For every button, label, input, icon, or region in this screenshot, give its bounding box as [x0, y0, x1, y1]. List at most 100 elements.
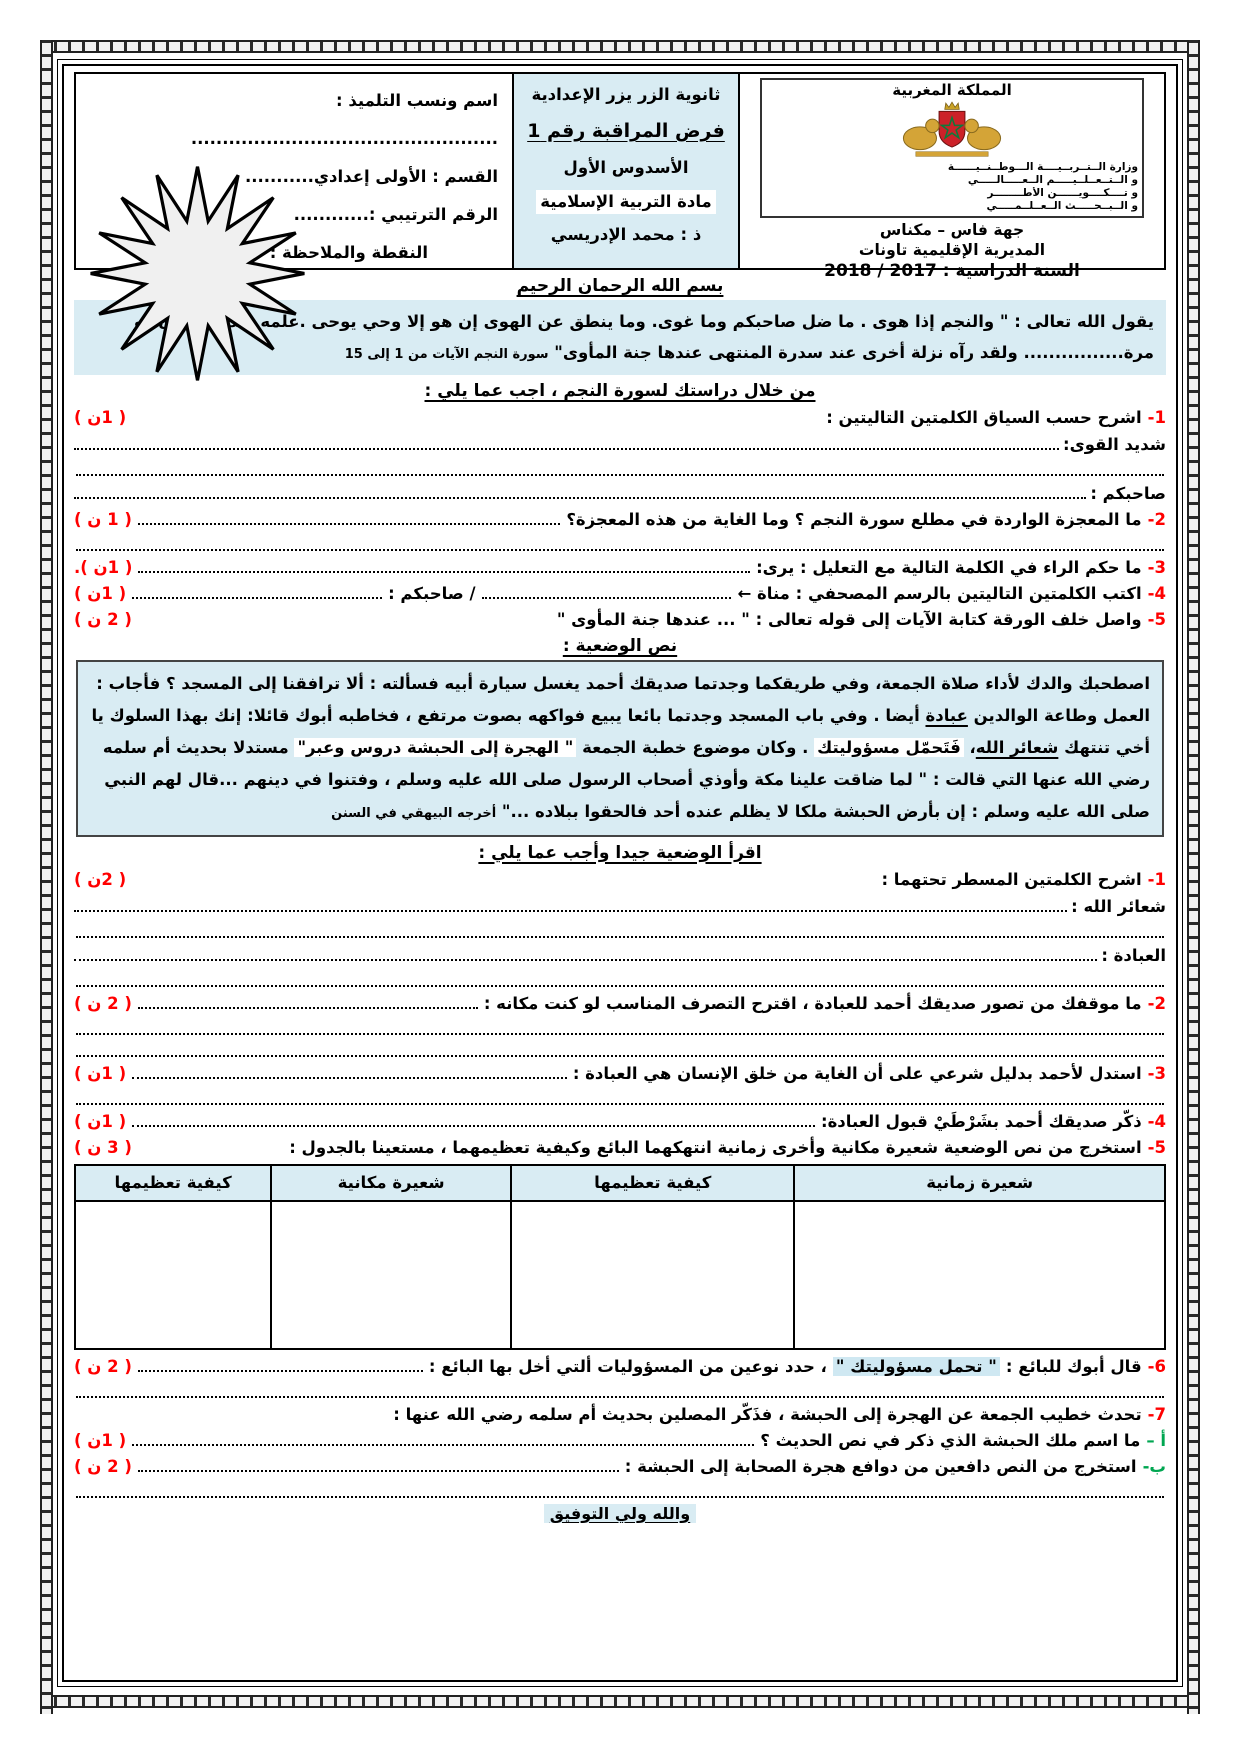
table-answer-cell	[510, 1199, 796, 1350]
ministry-line: وزارة الــتــربــيــــة الـــوطــنــيـــ…	[947, 161, 1138, 173]
answer-line	[137, 1358, 423, 1372]
question-points: ( 1ن )	[74, 1430, 127, 1450]
question-number: 4-	[1147, 1111, 1166, 1131]
header: المملكة المغربية وزارة الــتــربــيــــة…	[74, 72, 1166, 381]
answer-line	[76, 548, 1164, 551]
answer-line	[74, 485, 1087, 499]
word-label: شديد القوى:	[1062, 434, 1166, 454]
frame-chain-right	[1187, 40, 1200, 1714]
frame-chain-top	[40, 40, 1200, 53]
question-row-p2-6: 6- قال أبوك للبائع : " تحمل مسؤوليتك " ،…	[74, 1356, 1166, 1376]
question-text: / صاحبكم :	[388, 583, 476, 603]
question-number: 2-	[1147, 509, 1166, 529]
question-number: 2-	[1147, 993, 1166, 1013]
question-points: ( 1ن )	[74, 1063, 127, 1083]
exam-title: فرض المراقبة رقم 1	[527, 119, 725, 142]
page-content-frame: المملكة المغربية وزارة الــتــربــيــــة…	[57, 59, 1183, 1687]
answer-line	[76, 1054, 1164, 1057]
question-number: 5-	[1147, 609, 1166, 629]
answer-line	[137, 1458, 619, 1472]
question-row-p2-7b: ب- استخرج من النص دافعين من دوافع هجرة ا…	[74, 1457, 1166, 1476]
question-text: ما حكم الراء في الكلمة التالية مع التعلي…	[756, 557, 1142, 577]
question-row-p1-3: 3- ما حكم الراء في الكلمة التالية مع الت…	[74, 558, 1166, 577]
table-header-cell: كيفية تعظيمها	[510, 1163, 796, 1202]
answer-line	[132, 585, 383, 599]
verse-text: يقول الله تعالى : " والنجم إذا هوى . ما …	[133, 312, 1154, 363]
question-number: 3-	[1147, 557, 1166, 577]
question-points: ( 1ن )	[74, 407, 127, 427]
ribbon-icon	[915, 151, 989, 157]
answer-line	[76, 1032, 1164, 1035]
answer-label-row: العبادة :	[74, 946, 1166, 965]
underlined-word: عبادة	[925, 705, 968, 725]
verse-block: يقول الله تعالى : " والنجم إذا هوى . ما …	[74, 300, 1166, 375]
crown-icon	[944, 101, 960, 110]
question-text: استخرج من نص الوضعية شعيرة مكانية وأخرى …	[289, 1137, 1142, 1157]
situation-text-box: اصطحبك والدك لأداء صلاة الجمعة، وفي طريق…	[76, 659, 1164, 837]
school-name: ثانوية الزر يزر الإعدادية	[531, 85, 721, 104]
word-label: صاحبكم :	[1090, 483, 1166, 503]
answer-line	[138, 559, 751, 573]
question-points: ( 3 ن )	[74, 1137, 132, 1157]
ministry-line: و الــبــحـــــث الــعــلــمـــــي	[986, 200, 1138, 213]
answer-line	[76, 984, 1164, 987]
sub-question-letter: أ –	[1146, 1430, 1166, 1450]
answer-line	[76, 1495, 1164, 1498]
kingdom-title: المملكة المغربية	[892, 81, 1012, 99]
question-text: استدل لأحمد بدليل شرعي على أن الغاية من …	[572, 1063, 1142, 1083]
student-cell: اسم ونسب التلميذ : .....................…	[74, 72, 514, 381]
table-row	[73, 1199, 1166, 1350]
answer-line	[76, 935, 1164, 938]
situation-segment: مستدلا بحديث أم سلمه رضي الله عنها التي …	[102, 738, 1150, 822]
question-text: اشرح حسب السياق الكلمتين التاليتين :	[826, 407, 1142, 427]
answer-line	[132, 1432, 755, 1446]
question-row-p2-3: 3- استدل لأحمد بدليل شرعي على أن الغاية …	[74, 1064, 1166, 1083]
lion-right-icon	[966, 126, 1002, 151]
grade-starburst	[90, 166, 305, 381]
ministry-cell: المملكة المغربية وزارة الــتــربــيــــة…	[738, 72, 1166, 281]
question-text: تحدث خطيب الجمعة عن الهجرة إلى الحبشة ، …	[393, 1404, 1142, 1424]
table-header-cell: كيفية تعظيمها	[73, 1163, 273, 1202]
part2-title: اقرأ الوضعية جيدا وأجب عما يلي :	[478, 842, 762, 863]
ministry-box: المملكة المغربية وزارة الــتــربــيــــة…	[760, 78, 1144, 218]
hadith-source: أخرجه البيهقي في السنن	[331, 806, 497, 822]
school-year-label: السنة الدراسية : 2017 / 2018	[824, 260, 1080, 281]
answer-line	[74, 898, 1068, 912]
underlined-word: شعائر الله	[975, 738, 1059, 758]
table-header-cell: شعيرة زمانية	[793, 1163, 1166, 1202]
question-text: واصل خلف الورقة كتابة الآيات إلى قوله تع…	[556, 609, 1142, 629]
question-text: قال أبوك للبائع :	[1005, 1356, 1142, 1376]
region-label: جهة فاس – مكناس	[879, 220, 1025, 239]
school-cell: ثانوية الزر يزر الإعدادية فرض المراقبة ر…	[512, 72, 740, 270]
subject-label: مادة التربية الإسلامية	[536, 189, 716, 215]
answer-label-row: شعائر الله :	[74, 897, 1166, 916]
question-points: ( 2 ن )	[74, 1456, 132, 1476]
bismillah: بسم الله الرحمان الرحيم	[516, 276, 724, 296]
ministry-line: و تــــكــــويــــــن الأطــــــــر	[987, 187, 1138, 200]
highlighted-phrase: " تحمل مسؤوليتك "	[832, 1356, 1000, 1376]
answer-line	[74, 947, 1098, 961]
answer-line	[76, 1395, 1164, 1398]
question-points: ( 2ن )	[74, 869, 127, 889]
situation-title: نص الوضعية :	[562, 635, 678, 656]
answer-line	[76, 1102, 1164, 1105]
question-row-p2-2: 2- ما موقفك من تصور صديقك أحمد للعبادة ،…	[74, 994, 1166, 1013]
question-number: 1-	[1147, 869, 1166, 889]
table-answer-cell	[73, 1199, 273, 1350]
question-row-p2-5: 5- استخرج من نص الوضعية شعيرة مكانية وأخ…	[74, 1138, 1166, 1157]
question-points: ( 1 ن )	[74, 509, 132, 529]
verse-reference: سورة النجم الآيات من 1 إلى 15	[344, 347, 549, 363]
question-points: ( 1ن ).	[74, 557, 133, 577]
student-class-field: القسم : الأولى إعدادي...........	[244, 166, 498, 186]
frame-chain-left	[40, 40, 53, 1714]
table-header-row: شعيرة زمانية كيفية تعظيمها شعيرة مكانية …	[73, 1163, 1166, 1202]
answer-line	[132, 1113, 815, 1127]
question-number: 7-	[1147, 1404, 1166, 1424]
question-points: ( 2 ن )	[74, 993, 132, 1013]
coat-of-arms	[902, 101, 1002, 157]
answer-label-row: صاحبكم :	[74, 484, 1166, 503]
question-number: 1-	[1147, 407, 1166, 427]
question-text: استخرج من النص دافعين من دوافع هجرة الصح…	[624, 1456, 1137, 1476]
closing-row: والله ولي التوفيق	[74, 1503, 1166, 1523]
question-text: اشرح الكلمتين المسطر تحتهما :	[881, 869, 1142, 889]
